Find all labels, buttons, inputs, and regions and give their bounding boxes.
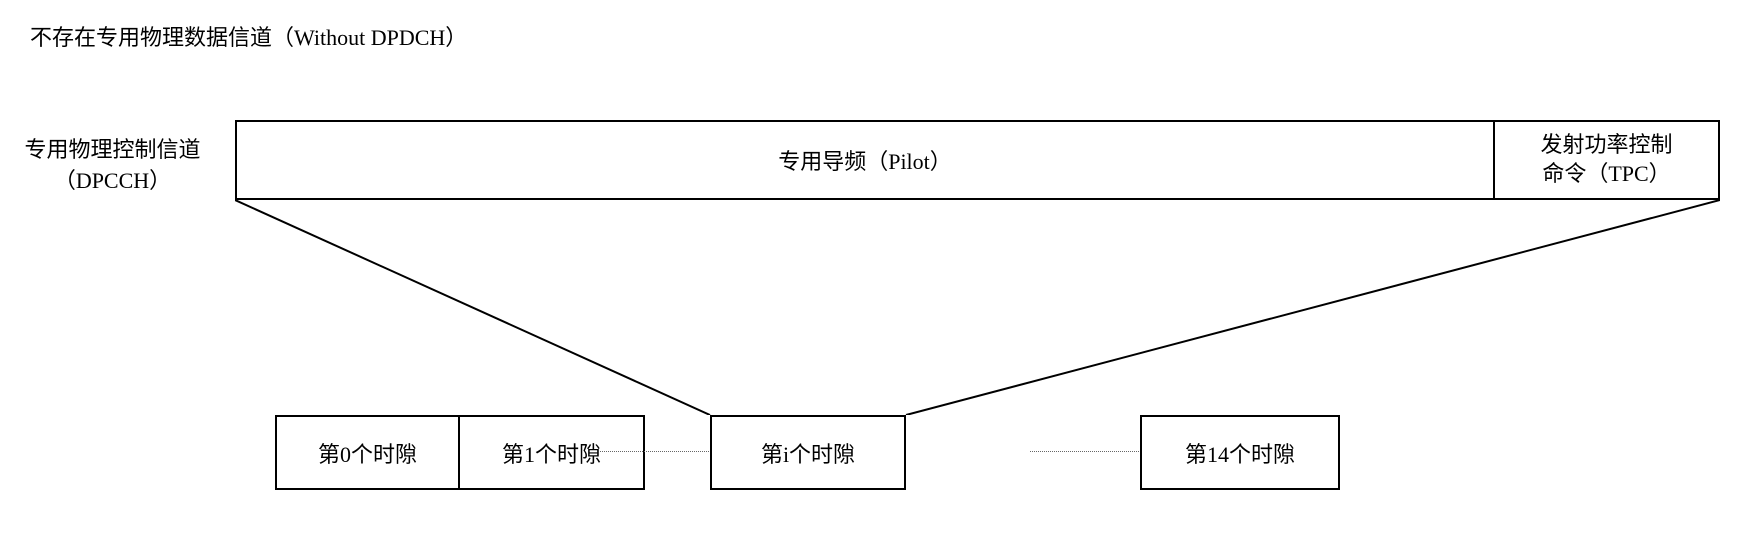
- dpcch-label: 专用物理控制信道（DPCCH）: [0, 135, 225, 197]
- slot-i: 第i个时隙: [710, 415, 906, 490]
- tpc-field: 发射功率控制命令（TPC）: [1495, 120, 1720, 200]
- slots-row: 第0个时隙 第1个时隙 第i个时隙 第14个时隙: [0, 415, 1764, 490]
- frame-row: 专用导频（Pilot） 发射功率控制命令（TPC）: [235, 120, 1720, 200]
- slot-1: 第1个时隙: [460, 415, 645, 490]
- diagram-title: 不存在专用物理数据信道（Without DPDCH）: [30, 20, 467, 52]
- slot-0: 第0个时隙: [275, 415, 460, 490]
- slot-14: 第14个时隙: [1140, 415, 1340, 490]
- trapezoid-connector: [235, 200, 1720, 415]
- pilot-field: 专用导频（Pilot）: [235, 120, 1495, 200]
